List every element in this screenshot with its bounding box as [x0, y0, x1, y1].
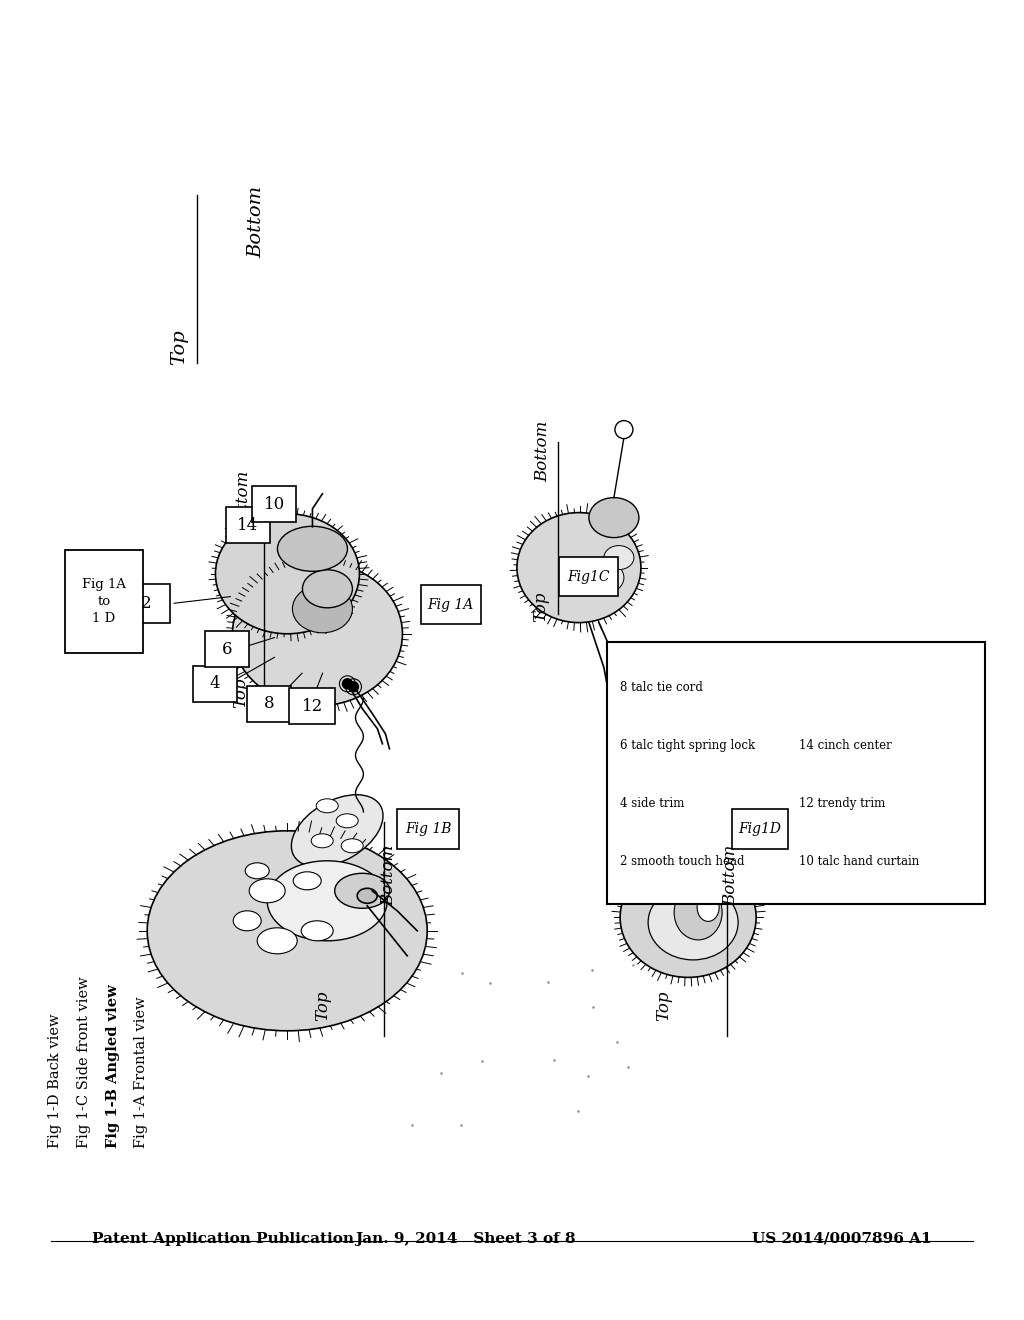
Ellipse shape: [293, 585, 352, 632]
Ellipse shape: [697, 894, 719, 921]
Text: Bottom: Bottom: [723, 845, 739, 906]
FancyBboxPatch shape: [421, 585, 480, 624]
FancyBboxPatch shape: [607, 642, 985, 904]
Text: Top: Top: [314, 990, 331, 1022]
Text: 4: 4: [210, 676, 220, 692]
Circle shape: [342, 678, 352, 689]
Ellipse shape: [674, 884, 722, 940]
Text: 2: 2: [141, 595, 152, 611]
Text: Jan. 9, 2014   Sheet 3 of 8: Jan. 9, 2014 Sheet 3 of 8: [355, 1232, 577, 1246]
FancyBboxPatch shape: [194, 665, 237, 702]
Ellipse shape: [311, 834, 333, 847]
Text: Bottom: Bottom: [535, 421, 551, 482]
Ellipse shape: [302, 570, 352, 607]
Ellipse shape: [604, 545, 634, 570]
Text: Top: Top: [232, 677, 249, 709]
Text: Top: Top: [655, 990, 672, 1022]
Text: Fig 1-B Angled view: Fig 1-B Angled view: [105, 985, 120, 1148]
Ellipse shape: [589, 498, 639, 537]
Text: Bottom: Bottom: [247, 186, 265, 257]
Text: 12 trendy trim: 12 trendy trim: [799, 797, 885, 810]
FancyBboxPatch shape: [248, 685, 291, 722]
Circle shape: [615, 421, 633, 438]
Text: 12: 12: [302, 698, 323, 714]
Ellipse shape: [147, 830, 427, 1031]
Text: Fig 1-C Side front view: Fig 1-C Side front view: [77, 977, 91, 1148]
Text: 8 talc tie cord: 8 talc tie cord: [620, 681, 702, 694]
Text: Fig 1-D Back view: Fig 1-D Back view: [48, 1014, 62, 1148]
FancyBboxPatch shape: [397, 809, 459, 849]
FancyBboxPatch shape: [732, 809, 787, 849]
Text: US 2014/0007896 A1: US 2014/0007896 A1: [753, 1232, 932, 1246]
FancyBboxPatch shape: [65, 549, 143, 653]
Ellipse shape: [257, 928, 297, 954]
FancyBboxPatch shape: [253, 486, 296, 523]
Ellipse shape: [267, 861, 387, 941]
Ellipse shape: [357, 888, 377, 903]
FancyBboxPatch shape: [290, 688, 335, 725]
Text: Fig 1-A Frontal view: Fig 1-A Frontal view: [134, 997, 148, 1148]
Ellipse shape: [233, 911, 261, 931]
Ellipse shape: [301, 921, 333, 941]
FancyBboxPatch shape: [226, 507, 269, 544]
Ellipse shape: [584, 561, 624, 594]
Ellipse shape: [245, 863, 269, 879]
Ellipse shape: [278, 527, 347, 572]
Text: Fig 1A: Fig 1A: [427, 598, 474, 611]
Ellipse shape: [215, 513, 359, 634]
Text: 8: 8: [264, 696, 274, 711]
Text: Top: Top: [170, 329, 188, 366]
Ellipse shape: [621, 858, 756, 977]
Ellipse shape: [341, 838, 364, 853]
Text: 6: 6: [222, 642, 232, 657]
Text: 14: 14: [238, 517, 258, 533]
Ellipse shape: [232, 562, 402, 706]
Ellipse shape: [336, 814, 358, 828]
Text: Fig 1B: Fig 1B: [404, 822, 452, 836]
Text: Bottom: Bottom: [236, 471, 252, 532]
FancyBboxPatch shape: [123, 583, 170, 623]
Text: Fig 1A
to
1 D: Fig 1A to 1 D: [82, 578, 126, 624]
FancyBboxPatch shape: [206, 631, 249, 668]
Text: 4 side trim: 4 side trim: [620, 797, 684, 810]
Text: 10: 10: [264, 496, 285, 512]
Ellipse shape: [683, 862, 713, 883]
Ellipse shape: [293, 871, 322, 890]
Ellipse shape: [292, 795, 383, 867]
Ellipse shape: [249, 879, 286, 903]
Text: Top: Top: [532, 591, 549, 623]
Text: 6 talc tight spring lock: 6 talc tight spring lock: [620, 739, 755, 752]
Text: Fig1D: Fig1D: [738, 822, 781, 836]
Text: Patent Application Publication: Patent Application Publication: [92, 1232, 354, 1246]
Ellipse shape: [335, 874, 390, 908]
Text: 10 talc hand curtain: 10 talc hand curtain: [799, 855, 919, 869]
Ellipse shape: [316, 799, 338, 813]
Ellipse shape: [648, 884, 738, 960]
Text: Bottom: Bottom: [381, 845, 397, 906]
Text: Fig1C: Fig1C: [567, 570, 610, 583]
FancyBboxPatch shape: [559, 557, 618, 597]
Text: 14 cinch center: 14 cinch center: [799, 739, 892, 752]
Text: 2 smooth touch head: 2 smooth touch head: [620, 855, 744, 869]
Circle shape: [348, 682, 358, 692]
Ellipse shape: [517, 512, 641, 623]
